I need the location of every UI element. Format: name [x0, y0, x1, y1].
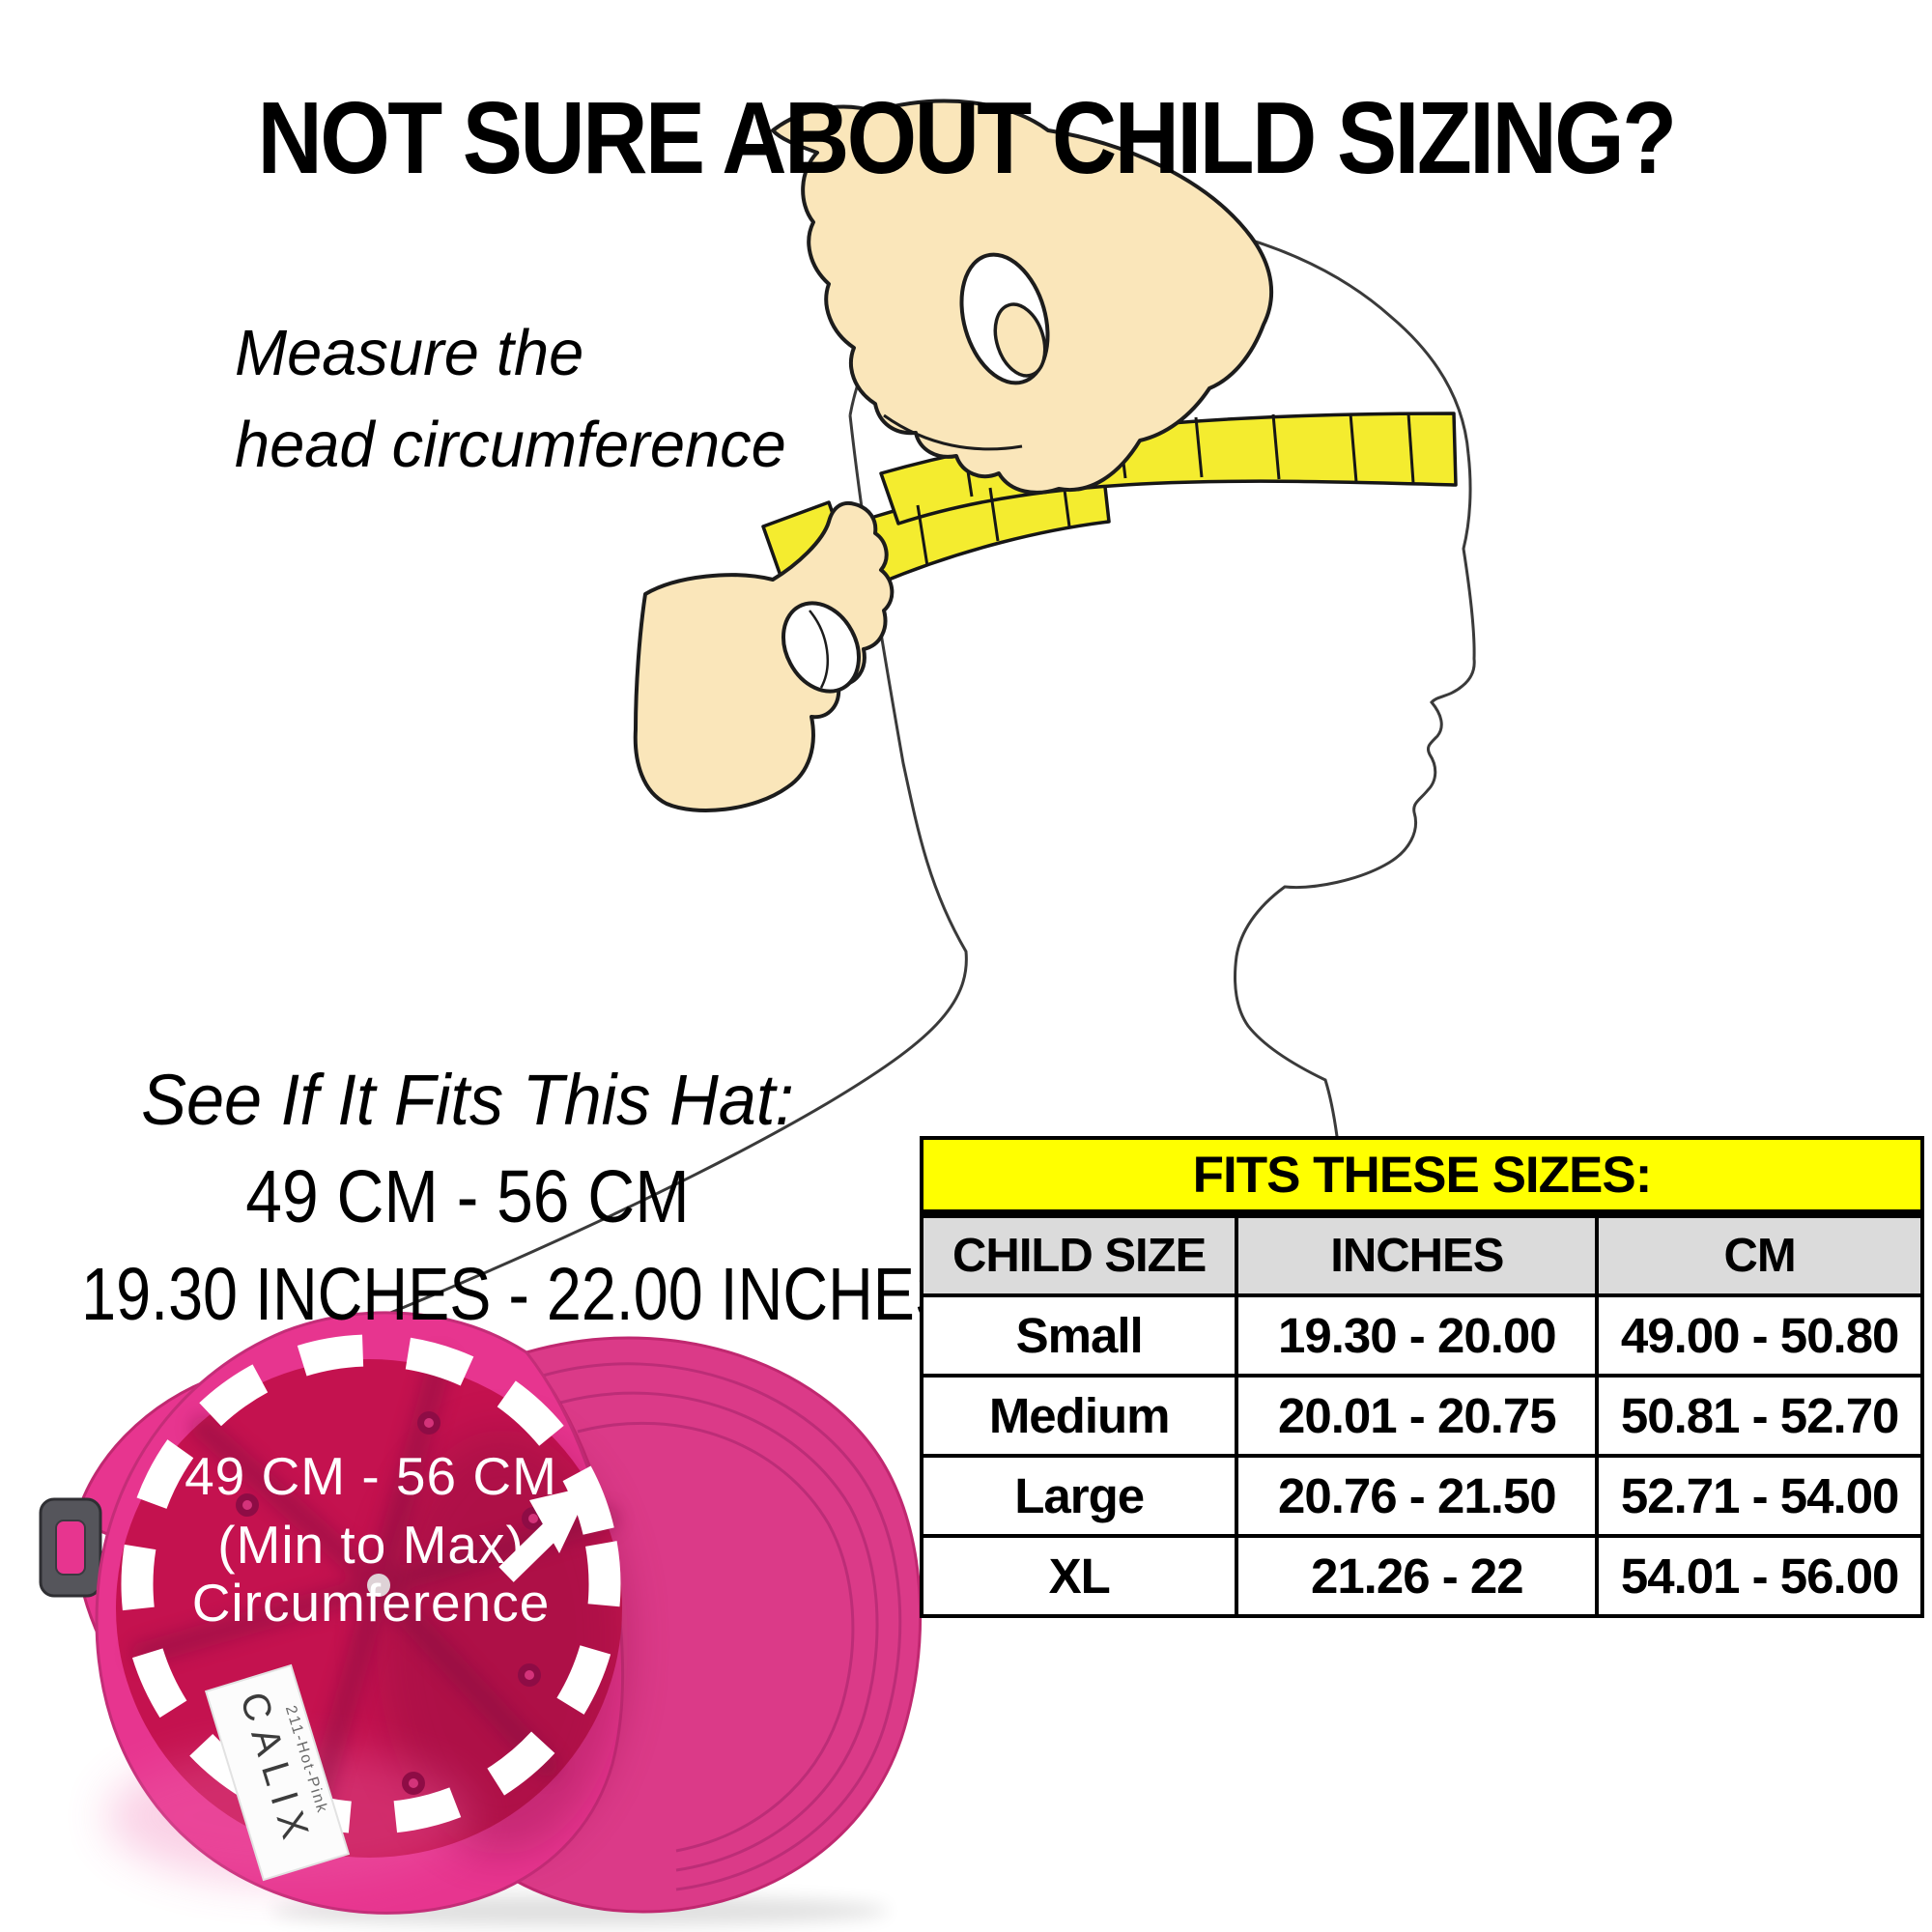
hand-bottom-outline	[633, 501, 895, 812]
cell-size: Small	[919, 1293, 1239, 1378]
measure-instruction-line1: Measure the	[235, 317, 584, 389]
hand-bottom-hole-line	[809, 610, 829, 689]
size-table-header-row: CHILD SIZE INCHES CM	[919, 1211, 1924, 1297]
hand-bottom	[633, 501, 895, 812]
fit-note-inches-range: 19.30 INCHES - 22.00 INCHES	[81, 1253, 957, 1336]
cell-inches: 20.01 - 20.75	[1235, 1374, 1600, 1458]
cell-cm: 52.71 - 54.00	[1595, 1454, 1924, 1538]
size-table-col-child-size: CHILD SIZE	[919, 1211, 1239, 1297]
cap-circumference-text: Circumference	[192, 1573, 551, 1633]
cell-inches: 19.30 - 20.00	[1235, 1293, 1600, 1378]
cell-cm: 50.81 - 52.70	[1595, 1374, 1924, 1458]
cap-center-button	[367, 1574, 390, 1597]
measure-instruction-line2: head circumference	[235, 409, 786, 482]
circumference-arrow-icon	[498, 1486, 591, 1582]
page-title: NOT SURE ABOUT CHILD SIZING?	[257, 81, 1678, 196]
size-table-row-medium: Medium 20.01 - 20.75 50.81 - 52.70	[919, 1374, 1924, 1458]
size-table-title: FITS THESE SIZES:	[920, 1136, 1924, 1218]
cap-range-text: 49 CM - 56 CM	[185, 1446, 557, 1506]
head-profile-outline	[848, 217, 1476, 1201]
fit-note: See If It Fits This Hat: 49 CM - 56 CM 1…	[8, 1059, 957, 1338]
hand-bottom-grip-hole	[781, 601, 861, 694]
measuring-tape	[761, 412, 1458, 585]
cell-size: Medium	[919, 1374, 1239, 1458]
cell-cm: 49.00 - 50.80	[1595, 1293, 1924, 1378]
size-table-title-row: FITS THESE SIZES:	[920, 1136, 1924, 1218]
cap-dashed-circle	[121, 1334, 621, 1834]
fit-note-heading: See If It Fits This Hat:	[141, 1060, 794, 1140]
hand-top-crease	[883, 413, 1023, 451]
cell-size: XL	[919, 1534, 1239, 1618]
cap-min-max-text: (Min to Max)	[217, 1515, 525, 1575]
measure-instruction: Measure the head circumference	[235, 307, 786, 491]
size-table-row-large: Large 20.76 - 21.50 52.71 - 54.00	[919, 1454, 1924, 1538]
cap-brand-tag: CALIX 211-Hot-Pink	[204, 1663, 351, 1882]
size-table: FITS THESE SIZES: CHILD SIZE INCHES CM S…	[919, 1136, 1924, 1618]
size-table-col-cm: CM	[1595, 1211, 1924, 1297]
cell-cm: 54.01 - 56.00	[1595, 1534, 1924, 1618]
cap-brim-stitching	[542, 1362, 902, 1891]
pink-cap: 49 CM - 56 CM (Min to Max) Circumference…	[39, 1311, 923, 1926]
size-table-col-inches: INCHES	[1235, 1211, 1600, 1297]
cap-strap-buckle-slot	[55, 1520, 86, 1576]
hand-top-fingertip	[993, 302, 1047, 378]
cap-eyelets	[236, 1411, 545, 1795]
cap-circle-labels: 49 CM - 56 CM (Min to Max) Circumference	[185, 1446, 557, 1633]
size-table-row-xl: XL 21.26 - 22 54.01 - 56.00	[919, 1534, 1924, 1618]
size-table-row-small: Small 19.30 - 20.00 49.00 - 50.80	[919, 1293, 1924, 1378]
cell-inches: 20.76 - 21.50	[1235, 1454, 1600, 1538]
cell-inches: 21.26 - 22	[1235, 1534, 1600, 1618]
hand-top	[771, 99, 1274, 495]
cell-size: Large	[919, 1454, 1239, 1538]
fit-note-cm-range: 49 CM - 56 CM	[245, 1155, 690, 1238]
